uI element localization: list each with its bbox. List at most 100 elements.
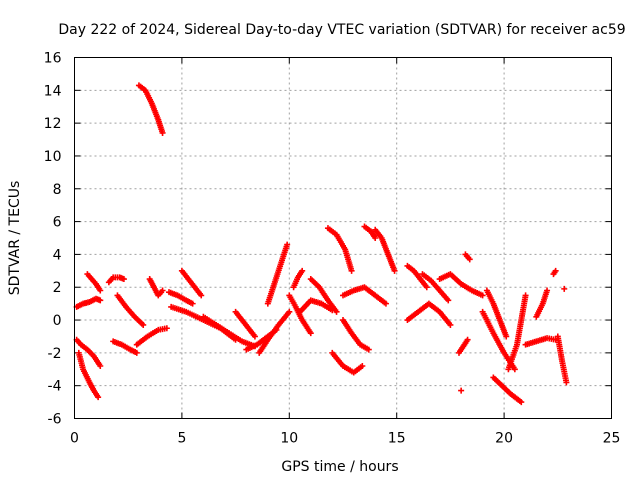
data-point: [95, 394, 102, 401]
data-point: [284, 241, 291, 248]
data-point: [286, 308, 293, 315]
series-s32: [436, 271, 486, 299]
series-s8: [135, 82, 166, 136]
x-tick-label: 25: [603, 431, 621, 447]
y-tick-label: 2: [53, 280, 62, 296]
series-s13: [168, 303, 239, 343]
data-point: [97, 297, 104, 304]
data-point: [159, 287, 166, 294]
series-s29: [404, 262, 430, 291]
data-point: [479, 292, 486, 299]
data-point: [307, 330, 314, 337]
series-s27: [372, 226, 398, 274]
series-s6: [110, 338, 140, 356]
data-point: [423, 284, 430, 291]
series-s15: [232, 308, 258, 340]
data-point: [447, 321, 454, 328]
series-s28: [340, 284, 389, 307]
series-s10: [133, 325, 170, 348]
data-point: [372, 235, 379, 241]
data-points: [73, 82, 570, 406]
series-s40: [533, 287, 551, 320]
series-s1: [73, 295, 104, 310]
x-axis-label: GPS time / hours: [281, 459, 398, 475]
series-s30: [419, 271, 452, 304]
y-tick-label: 16: [44, 51, 62, 67]
series-s26: [361, 223, 379, 241]
data-point: [464, 336, 471, 343]
data-point: [97, 362, 104, 369]
series-s5: [105, 274, 127, 286]
y-tick-label: 12: [44, 116, 62, 132]
series-s42: [550, 267, 559, 278]
data-point: [133, 349, 140, 356]
y-tick-label: -2: [48, 346, 62, 362]
data-point: [511, 366, 518, 373]
series-s21: [297, 297, 336, 315]
data-point: [159, 129, 166, 136]
data-point: [299, 267, 306, 274]
x-tick-label: 20: [495, 431, 513, 447]
y-tick-label: -6: [48, 412, 62, 428]
y-axis-label: SDTVAR / TECUs: [7, 181, 23, 296]
grid: [74, 57, 612, 419]
chart-title: Day 222 of 2024, Sidereal Day-to-day VTE…: [58, 22, 625, 38]
y-tick-label: 0: [53, 313, 62, 329]
series-s24: [329, 349, 366, 376]
series-s37: [490, 374, 525, 406]
series-s43: [554, 333, 570, 386]
x-tick-label: 0: [70, 431, 79, 447]
data-point: [189, 300, 196, 307]
x-tick-label: 5: [177, 431, 186, 447]
data-point: [163, 325, 170, 332]
series-s7: [114, 292, 147, 328]
plot-frame: [74, 57, 612, 419]
data-point: [359, 362, 366, 369]
data-point: [365, 346, 372, 353]
data-point: [544, 287, 551, 294]
series-s36: [483, 287, 510, 340]
series-s23: [324, 225, 355, 274]
y-tick-label: 14: [44, 83, 62, 99]
series-s44: [561, 285, 568, 292]
series-s11: [166, 289, 196, 307]
tick-labels: 0 5 10 15 20 25 -6 -4 -2 0 2 4 6 8 10 12 14 16: [44, 51, 621, 447]
y-tick-label: 10: [44, 149, 62, 165]
data-point: [120, 276, 127, 283]
data-point: [348, 267, 355, 274]
y-tick-label: 4: [53, 247, 62, 263]
series-s31: [404, 300, 454, 328]
series-s18: [256, 308, 293, 356]
series-s41: [522, 335, 559, 348]
data-point: [251, 333, 258, 340]
data-point: [561, 285, 568, 292]
data-point: [391, 267, 398, 274]
series-s3: [75, 349, 102, 401]
series-s2: [73, 336, 104, 369]
series-s34: [455, 336, 471, 356]
data-point: [518, 399, 525, 406]
series-s35: [458, 387, 465, 394]
series-s25: [340, 317, 372, 353]
y-tick-label: -4: [48, 379, 62, 395]
data-point: [563, 379, 570, 386]
series-s12: [178, 267, 205, 299]
data-point: [503, 333, 510, 340]
series-s4: [84, 271, 104, 294]
data-point: [522, 292, 529, 299]
series-s19: [290, 267, 306, 291]
data-point: [382, 300, 389, 307]
series-s17: [264, 241, 291, 307]
x-tick-label: 10: [280, 431, 298, 447]
x-tick-label: 15: [388, 431, 406, 447]
data-point: [552, 267, 559, 274]
y-tick-label: 6: [53, 215, 62, 231]
data-point: [198, 292, 205, 299]
data-point: [97, 287, 104, 294]
series-s33: [462, 251, 473, 263]
y-tick-label: 8: [53, 182, 62, 198]
data-point: [458, 387, 465, 394]
data-point: [445, 297, 452, 304]
data-point: [333, 308, 340, 315]
